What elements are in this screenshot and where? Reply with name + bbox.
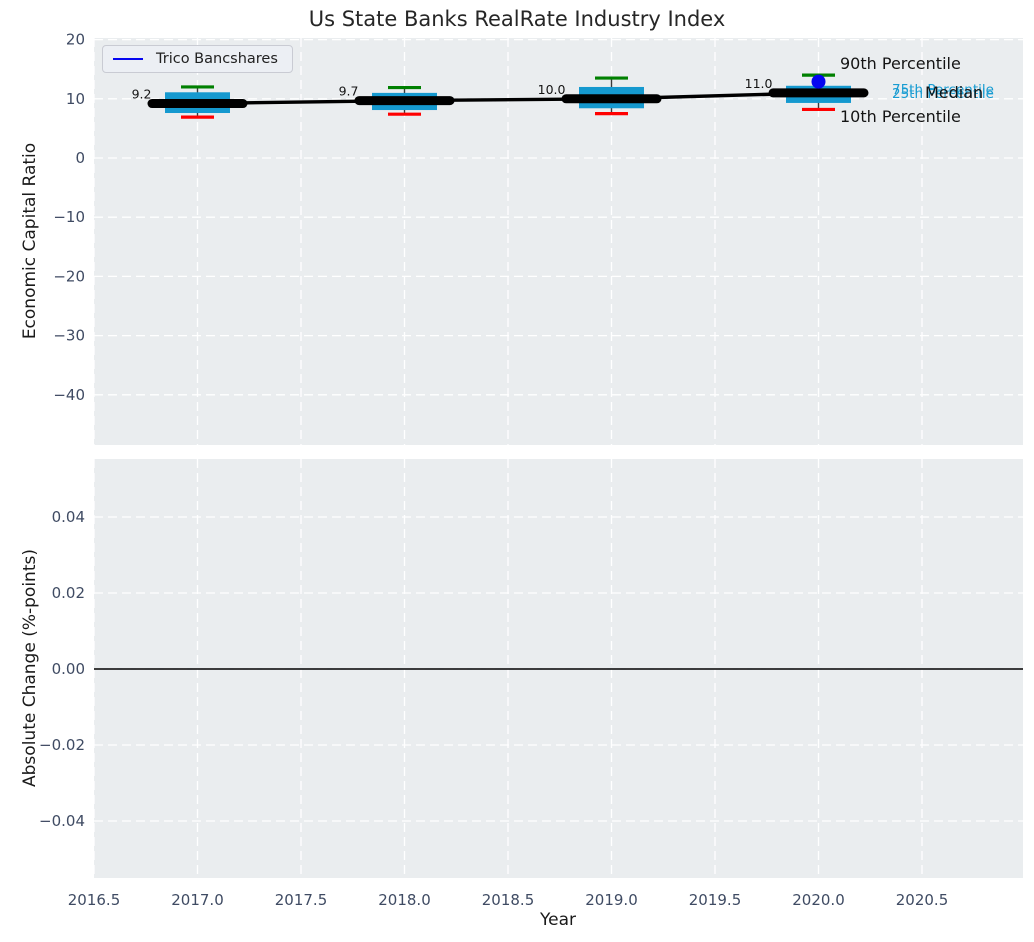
chart-title: Us State Banks RealRate Industry Index	[308, 7, 726, 31]
xtick-2020.0: 2020.0	[792, 891, 845, 909]
ytick-top-10: 10	[66, 90, 85, 108]
ytick-bottom-0.04: 0.04	[52, 508, 85, 526]
median-value-label-2020: 11.0	[745, 76, 773, 91]
legend: Trico Bancshares	[102, 45, 293, 73]
annotation-10th-percentile: 10th Percentile	[840, 107, 961, 126]
ytick-top-0: 0	[75, 149, 85, 167]
annotation-median: Median	[925, 83, 984, 102]
y-axis-label-top: Economic Capital Ratio	[20, 142, 40, 340]
ytick-bottom-−0.02: −0.02	[39, 736, 85, 754]
xtick-2019.5: 2019.5	[689, 891, 742, 909]
median-value-label-2017: 9.2	[132, 87, 152, 102]
annotation-90th-percentile: 90th Percentile	[840, 54, 961, 73]
ytick-bottom-0.00: 0.00	[52, 660, 85, 678]
ytick-top-−20: −20	[53, 267, 85, 285]
ytick-top-−10: −10	[53, 208, 85, 226]
annotation-25th-percentile: 25th Percentile	[892, 86, 994, 102]
ytick-top-20: 20	[66, 31, 85, 49]
xtick-2020.5: 2020.5	[896, 891, 949, 909]
company-point	[811, 74, 826, 89]
median-value-label-2018: 9.7	[339, 84, 359, 99]
legend-line-sample	[113, 58, 143, 60]
xtick-2017.5: 2017.5	[275, 891, 328, 909]
ytick-top-−30: −30	[53, 327, 85, 345]
ytick-bottom-−0.04: −0.04	[39, 812, 85, 830]
xtick-2016.5: 2016.5	[68, 891, 121, 909]
median-trend-line	[197, 91, 819, 106]
ytick-top-−40: −40	[53, 386, 85, 404]
x-axis-label: Year	[540, 910, 576, 930]
y-axis-label-bottom: Absolute Change (%-points)	[20, 549, 40, 787]
xtick-2017.0: 2017.0	[171, 891, 224, 909]
legend-label: Trico Bancshares	[156, 51, 278, 67]
top-panel-background	[94, 38, 1023, 445]
median-value-label-2019: 10.0	[538, 82, 566, 97]
ytick-bottom-0.02: 0.02	[52, 584, 85, 602]
xtick-2019.0: 2019.0	[585, 891, 638, 909]
xtick-2018.5: 2018.5	[482, 891, 535, 909]
xtick-2018.0: 2018.0	[378, 891, 431, 909]
annotation-75th-percentile: 75th Percentile	[892, 82, 994, 98]
